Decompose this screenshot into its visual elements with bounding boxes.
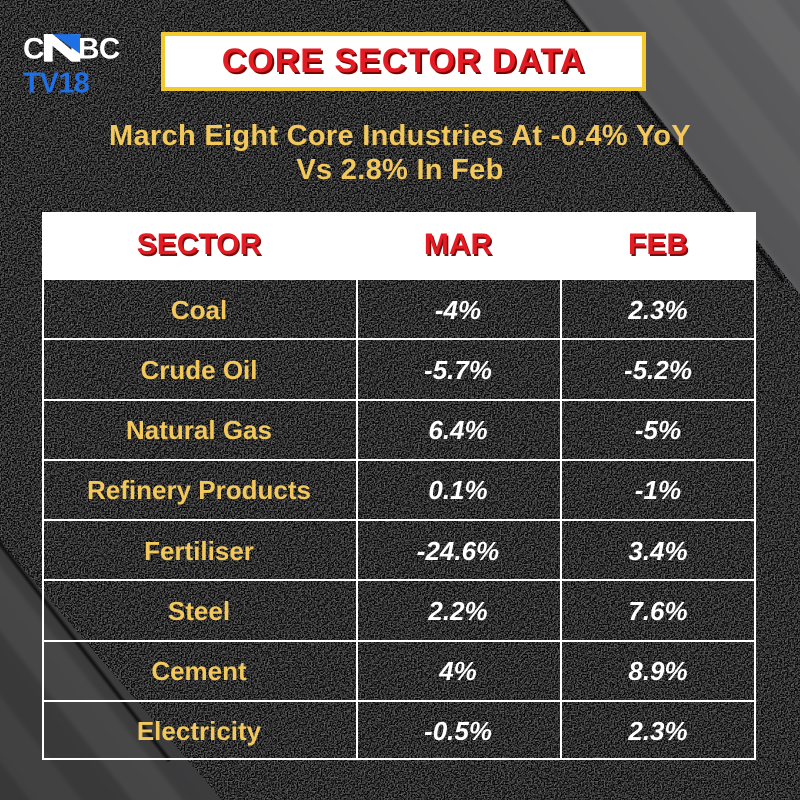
svg-text:TV18: TV18 (23, 67, 90, 99)
svg-text:BC: BC (78, 33, 120, 65)
svg-text:C: C (23, 33, 44, 65)
